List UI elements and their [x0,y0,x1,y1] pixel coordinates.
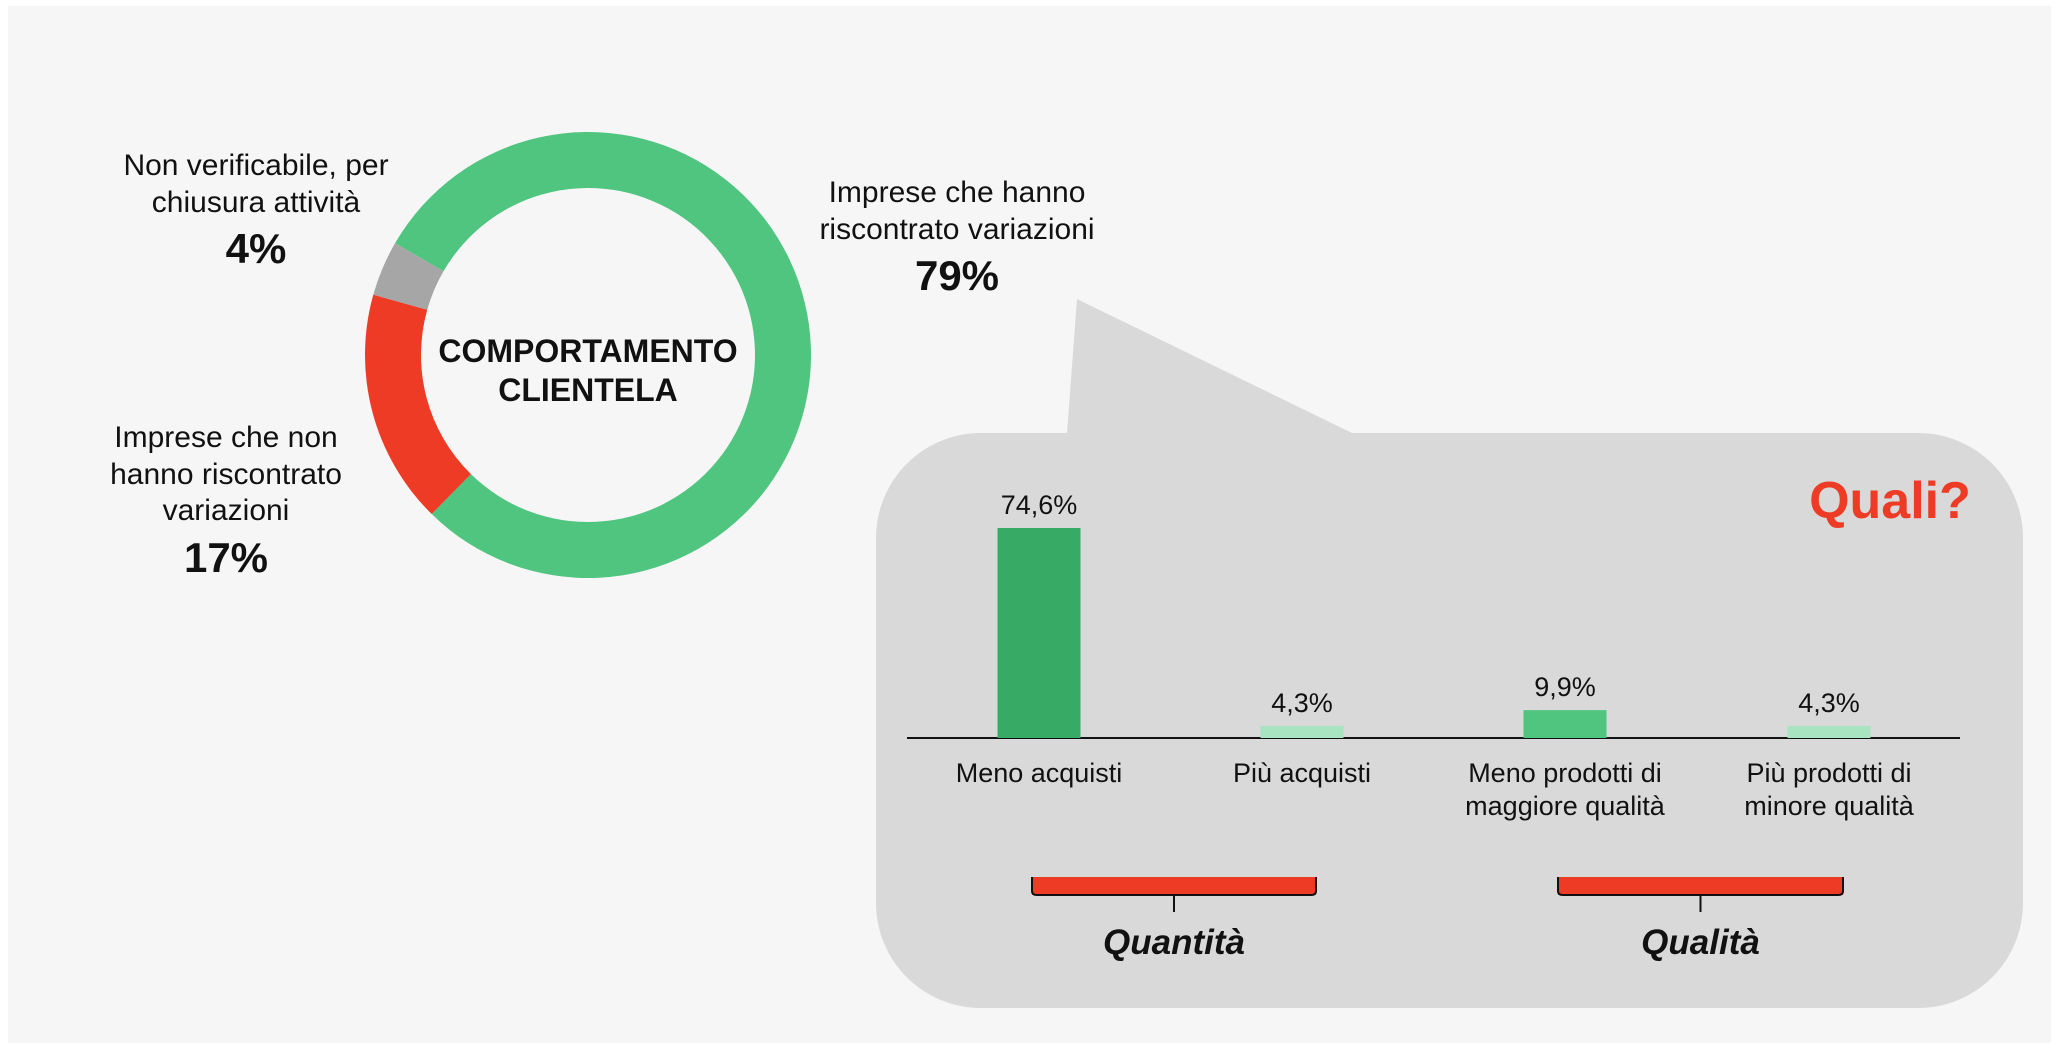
x-category-label: Più prodotti di minore qualità [1744,758,1914,821]
group-label: Quantità [1103,923,1245,962]
slice-label: Imprese che hanno riscontrato variazioni [819,176,1095,246]
bar-value-label: 4,3% [1271,688,1333,718]
donut-slice [365,294,471,515]
x-category-label: Meno prodotti di maggiore qualità [1465,758,1665,821]
bar [1260,725,1344,738]
slice-value-label: 4% [225,225,287,272]
bar [997,528,1081,738]
callout-pointer [1067,299,1352,433]
callout-panel [876,433,2023,1008]
bar [1787,725,1871,738]
group-band [1032,877,1316,895]
donut-slice [373,243,444,310]
slice-label: Non verificabile, per chiusura attività [123,149,389,219]
group-brace [1031,877,1317,912]
bar-value-label: 74,6% [1001,490,1078,520]
slice-value-label: 17% [183,534,269,581]
bar-value-label: 4,3% [1798,688,1860,718]
bar-value-label: 9,9% [1534,672,1596,702]
group-brace [1557,877,1844,912]
x-category-label: Più acquisti [1232,758,1372,788]
x-category-label: Meno acquisti [955,758,1123,788]
group-band [1558,877,1843,895]
slice-value-label: 79% [914,252,1000,299]
slice-label: Imprese che non hanno riscontrato variaz… [110,421,342,528]
donut-center-title: COMPORTAMENTO CLIENTELA [438,333,738,409]
bar [1523,710,1607,738]
bar-chart-title: Quali? [1809,472,1971,530]
group-label: Qualità [1641,923,1760,962]
